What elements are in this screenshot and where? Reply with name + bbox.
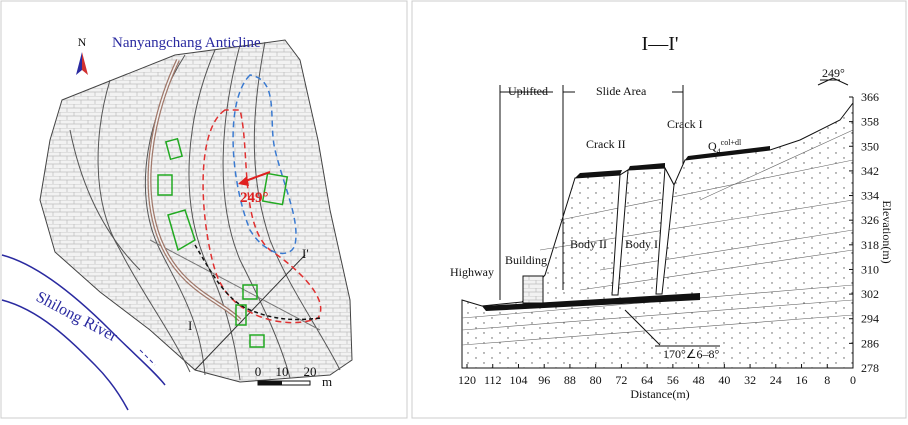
crack-1-label: Crack I xyxy=(667,117,703,131)
direction-label: 249° xyxy=(822,66,845,80)
deposit-symbol: Q xyxy=(708,139,717,153)
x-tick-label: 32 xyxy=(744,373,756,387)
section-start: I xyxy=(188,318,192,333)
y-tick-label: 326 xyxy=(861,213,879,227)
deposit-sup: col+dl xyxy=(721,138,742,147)
x-tick-label: 16 xyxy=(796,373,808,387)
x-tick-label: 112 xyxy=(484,373,502,387)
scale-unit: m xyxy=(322,374,332,389)
y-tick-label: 334 xyxy=(861,189,879,203)
section-end: I' xyxy=(302,246,309,261)
y-tick-label: 366 xyxy=(861,90,879,104)
x-tick-label: 0 xyxy=(850,373,856,387)
y-tick-label: 278 xyxy=(861,361,879,375)
x-tick-label: 64 xyxy=(641,373,653,387)
y-tick-label: 318 xyxy=(861,238,879,252)
body-1-label: Body I xyxy=(625,237,658,251)
panel xyxy=(0,0,408,419)
y-tick-label: 302 xyxy=(861,287,879,301)
x-tick-label: 48 xyxy=(693,373,705,387)
slide-area-label: Slide Area xyxy=(596,84,647,98)
x-tick-label: 80 xyxy=(590,373,602,387)
x-tick-label: 56 xyxy=(667,373,679,387)
y-tick-label: 342 xyxy=(861,164,879,178)
x-tick-label: 8 xyxy=(824,373,830,387)
direction-label: 249° xyxy=(240,190,269,206)
deposit-label: Q4col+dl xyxy=(708,138,742,156)
building-label: Building xyxy=(505,253,547,267)
x-tick-label: 40 xyxy=(718,373,730,387)
scale-tick: 10 xyxy=(276,364,289,379)
uplifted-label: Uplifted xyxy=(508,84,548,98)
highway-label: Highway xyxy=(450,265,494,279)
y-tick-label: 350 xyxy=(861,139,879,153)
x-axis-label: Distance(m) xyxy=(630,387,689,401)
x-tick-label: 104 xyxy=(509,373,527,387)
map: N Nanyangchang Anticline 249° Shilong Ri… xyxy=(1,35,353,411)
map-title: Nanyangchang Anticline xyxy=(112,35,261,51)
y-tick-label: 310 xyxy=(861,262,879,276)
y-tick-label: 286 xyxy=(861,336,879,350)
body-2-label: Body II xyxy=(570,237,607,251)
north-label: N xyxy=(78,35,87,49)
x-tick-label: 120 xyxy=(458,373,476,387)
section-title: I—I' xyxy=(642,33,679,55)
scale-tick: 20 xyxy=(304,364,317,379)
x-tick-label: 72 xyxy=(615,373,627,387)
cross-section: I—I' Uplifted Slide Area 249° Crack I Cr… xyxy=(450,33,894,401)
y-axis-label: Elevation(m) xyxy=(880,200,894,263)
x-tick-label: 24 xyxy=(770,373,782,387)
crack-2-label: Crack II xyxy=(586,137,626,151)
y-tick-label: 358 xyxy=(861,115,879,129)
deposit-sub: 4 xyxy=(717,147,721,156)
dip-label: 170°∠6–8° xyxy=(663,347,720,361)
scale-tick: 0 xyxy=(255,364,262,379)
y-tick-label: 294 xyxy=(861,312,879,326)
panel xyxy=(411,0,907,419)
x-tick-label: 88 xyxy=(564,373,576,387)
x-tick-label: 96 xyxy=(538,373,550,387)
